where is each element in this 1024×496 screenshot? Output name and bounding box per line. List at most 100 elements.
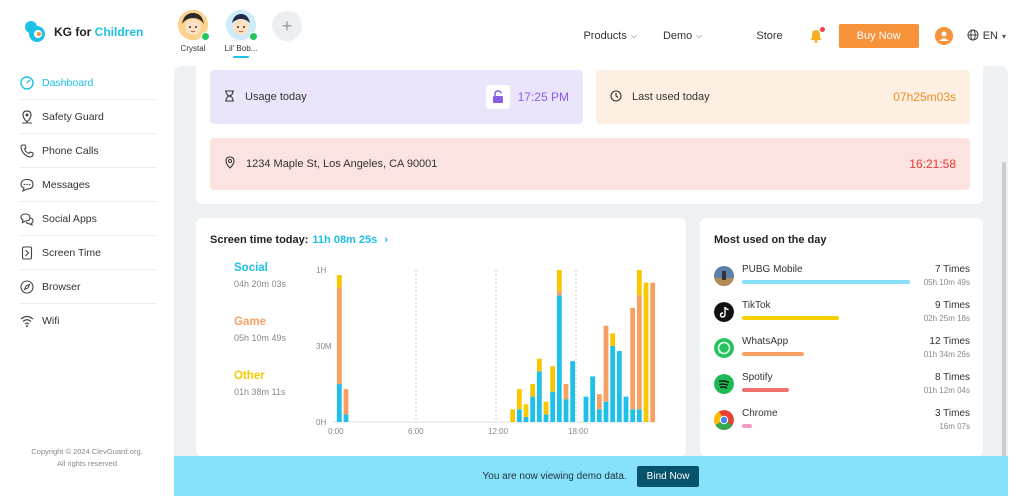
bar-other <box>336 275 342 288</box>
bar-social <box>636 409 642 422</box>
app-duration: 02h 25m 18s <box>923 314 970 323</box>
location-address: 1234 Maple St, Los Angeles, CA 90001 <box>246 158 438 170</box>
usage-bar <box>742 280 910 284</box>
legend-value: 05h 10m 49s <box>234 333 287 343</box>
bar-other <box>543 401 549 415</box>
legend-name: Social <box>234 262 268 274</box>
sidebar-item-dashboard[interactable]: Dashboard <box>20 66 156 100</box>
bar-other <box>550 366 556 392</box>
bar-social <box>583 396 589 422</box>
legend-name: Game <box>234 316 266 328</box>
bar-other <box>610 333 616 346</box>
most-used-title: Most used on the day <box>714 234 827 246</box>
screen-time-chart: 1H 30M 0H0:00 6:00 12:00 18:00 <box>316 266 656 436</box>
bar-social <box>336 384 342 422</box>
add-profile-button[interactable]: + <box>272 11 302 41</box>
bar-other <box>510 409 516 422</box>
screen-time-title[interactable]: Screen time today: 11h 08m 25s › <box>210 234 388 246</box>
copyright: Copyright © 2024 ClevGuard.org. All righ… <box>0 446 174 470</box>
y-tick-label: 0H <box>316 418 326 427</box>
sidebar-item-phone-calls[interactable]: Phone Calls <box>20 134 156 168</box>
bar-social <box>536 371 542 422</box>
products-menu[interactable]: Products ⌵ <box>583 30 637 42</box>
sidebar-item-messages[interactable]: Messages <box>20 168 156 202</box>
usage-today-label: Usage today <box>245 91 307 103</box>
usage-today-panel: Usage today 17:25 PM <box>210 70 583 124</box>
sidebar-item-label: Browser <box>42 280 81 293</box>
store-link[interactable]: Store <box>756 30 783 42</box>
bar-game <box>650 282 656 422</box>
sidebar-item-social-apps[interactable]: Social Apps <box>20 202 156 236</box>
usage-today-value: 17:25 PM <box>517 90 569 104</box>
demo-menu[interactable]: Demo ⌵ <box>663 30 702 42</box>
buy-now-button[interactable]: Buy Now <box>838 24 919 48</box>
bar-other <box>523 404 529 417</box>
unlock-icon[interactable] <box>485 85 510 109</box>
app-row-chrome[interactable]: Chrome 3 Times 16m 07s <box>714 406 970 436</box>
bar-game <box>563 384 569 400</box>
app-row-pubg-mobile[interactable]: PUBG Mobile 7 Times 05h 10m 49s <box>714 262 970 292</box>
app-open-count: 8 Times <box>934 372 970 383</box>
sidebar-item-wifi[interactable]: Wifi <box>20 304 156 338</box>
phone-icon <box>20 143 34 158</box>
demo-label: Demo <box>662 30 693 42</box>
bar-social <box>563 399 569 422</box>
avatar <box>178 10 210 41</box>
online-status-dot <box>201 32 210 41</box>
chat-bubbles-icon <box>20 212 34 226</box>
bar-social <box>516 409 522 422</box>
logo-text: KG for Children <box>54 25 144 39</box>
profile-crystal[interactable]: Crystal <box>176 10 210 58</box>
caret-down-icon: ▾ <box>1001 31 1006 41</box>
x-tick-label: 12:00 <box>488 427 509 436</box>
bar-social <box>343 414 349 422</box>
bar-other <box>643 282 649 422</box>
legend-value: 04h 20m 03s <box>234 279 287 289</box>
notification-bell-icon[interactable] <box>809 27 825 43</box>
y-tick-label: 1H <box>316 266 326 275</box>
sidebar-item-label: Screen Time <box>42 246 101 259</box>
language-selector[interactable]: EN ▾ <box>967 29 1006 44</box>
bar-game <box>630 308 636 410</box>
sidebar-item-label: Social Apps <box>42 212 97 225</box>
x-tick-label: 6:00 <box>408 427 424 436</box>
bar-social <box>616 351 622 422</box>
last-used-panel: Last used today 07h25m03s <box>596 70 970 124</box>
summary-card: Usage today 17:25 PM Last used today 07h… <box>196 66 983 204</box>
scrollbar[interactable] <box>1002 162 1006 456</box>
bar-other <box>516 389 522 410</box>
legend-name: Other <box>234 370 265 382</box>
bar-social <box>570 361 576 422</box>
logo[interactable]: KG for Children <box>24 20 143 44</box>
sidebar-item-safety-guard[interactable]: Safety Guard <box>20 100 156 134</box>
x-tick-label: 18:00 <box>568 427 589 436</box>
copyright-line: All rights reserved <box>56 459 118 468</box>
chevron-right-icon: › <box>384 234 388 246</box>
demo-banner: You are now viewing demo data. Bind Now <box>174 456 1008 496</box>
sidebar-item-label: Phone Calls <box>42 144 99 157</box>
bind-now-button[interactable]: Bind Now <box>636 465 700 487</box>
selected-indicator <box>233 56 249 58</box>
user-account-icon[interactable] <box>934 27 953 45</box>
app-row-spotify[interactable]: Spotify 8 Times 01h 12m 04s <box>714 370 970 400</box>
location-panel[interactable]: 1234 Maple St, Los Angeles, CA 90001 16:… <box>210 138 970 190</box>
language-label: EN <box>982 30 998 42</box>
app-row-tiktok[interactable]: TikTok 9 Times 02h 25m 18s <box>714 298 970 328</box>
last-used-value: 07h25m03s <box>893 90 956 104</box>
tiktok-icon <box>714 302 734 322</box>
bar-social <box>530 396 536 422</box>
main-content: Usage today 17:25 PM Last used today 07h… <box>174 66 1008 456</box>
profile-lil-bob[interactable]: Lil' Bob... <box>224 10 258 58</box>
pubg-icon <box>714 266 734 286</box>
sidebar-item-label: Safety Guard <box>42 110 104 123</box>
bar-game <box>343 389 349 415</box>
sidebar-item-label: Messages <box>42 178 90 191</box>
bar-game <box>596 394 602 410</box>
globe-icon <box>967 29 979 44</box>
compass-icon <box>20 279 34 294</box>
usage-bar <box>742 424 753 428</box>
bar-social <box>623 396 629 422</box>
sidebar-item-screen-time[interactable]: Screen Time <box>20 236 156 270</box>
app-row-whatsapp[interactable]: WhatsApp 12 Times 01h 34m 26s <box>714 334 970 364</box>
sidebar-item-browser[interactable]: Browser <box>20 270 156 304</box>
